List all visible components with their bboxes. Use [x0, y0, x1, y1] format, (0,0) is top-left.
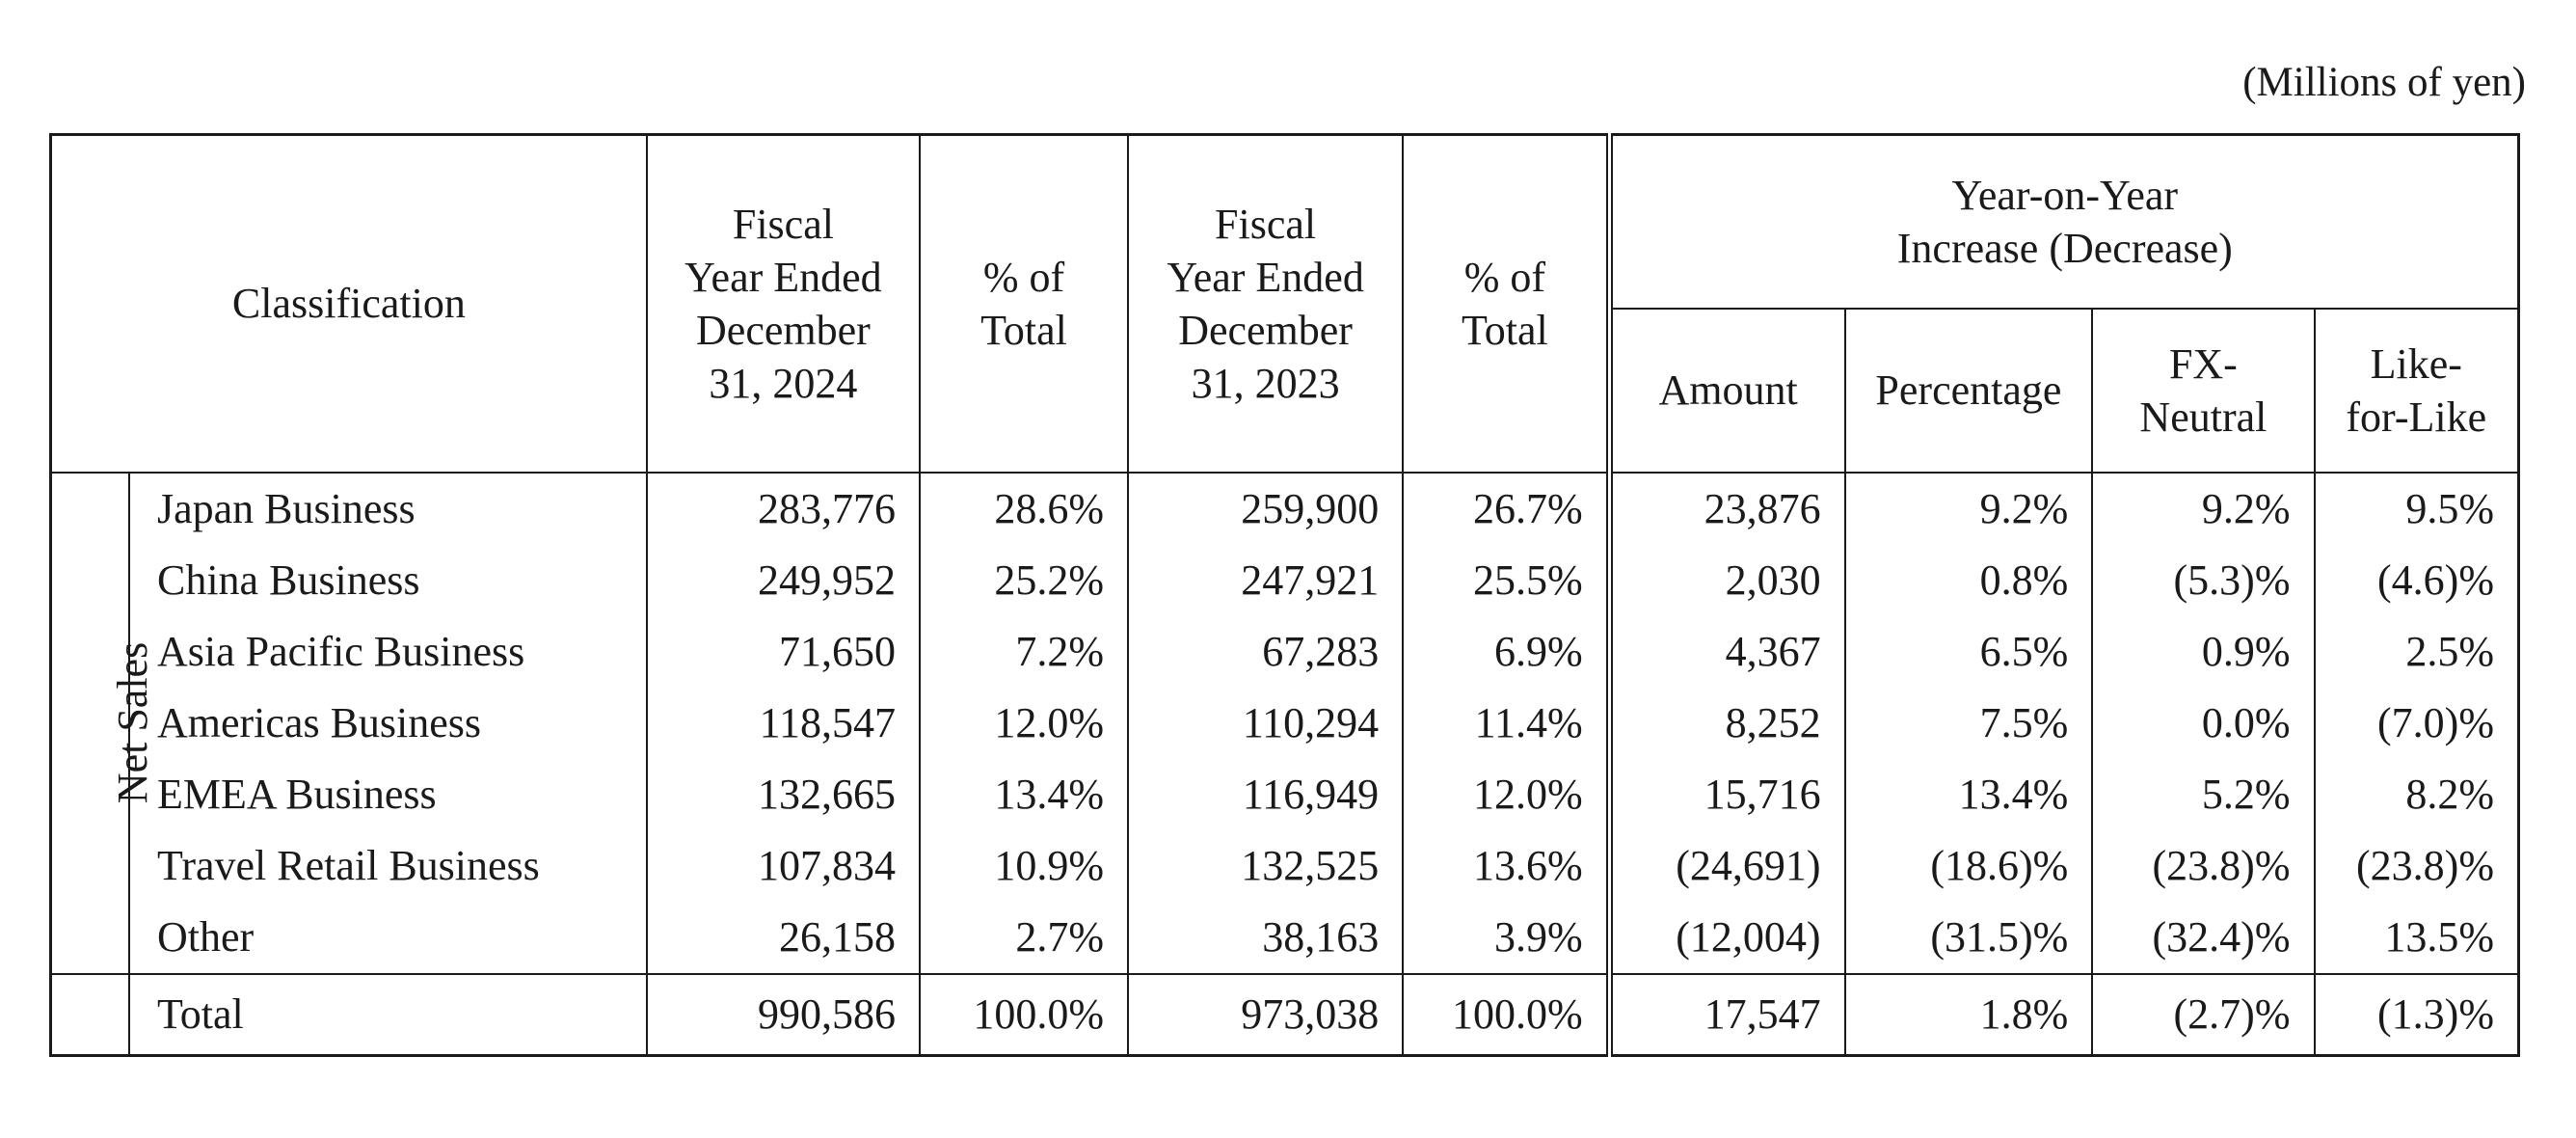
net-sales-table: Classification Fiscal Year Ended Decembe…: [49, 133, 2520, 1057]
header-fy2023: Fiscal Year Ended December 31, 2023: [1126, 133, 1405, 474]
cell-fx-neutral: (23.8)%: [2092, 829, 2316, 902]
row-label: EMEA Business: [128, 758, 648, 830]
table-row: Travel Retail Business 107,834 10.9% 132…: [51, 829, 2519, 902]
header-percentage: Percentage: [1843, 307, 2094, 474]
total-fx-neutral: (2.7)%: [2092, 972, 2316, 1055]
total-fy2024: 990,586: [646, 972, 922, 1055]
cell-like-for-like: (7.0)%: [2377, 699, 2494, 746]
total-amount: 17,547: [1609, 972, 1846, 1055]
cell-fy2023: 116,949: [1127, 758, 1405, 830]
cell-pct2024: 10.9%: [920, 829, 1129, 902]
cell-pct2024: 25.2%: [920, 544, 1129, 616]
header-fx-neutral: FX- Neutral: [2091, 307, 2316, 474]
row-label: Travel Retail Business: [128, 829, 648, 902]
net-sales-side-label: Net Sales: [50, 471, 156, 974]
row-label: Asia Pacific Business: [128, 615, 648, 688]
table-row: Asia Pacific Business 71,650 7.2% 67,283…: [51, 615, 2519, 688]
cell-amount: 2,030: [1609, 544, 1846, 616]
total-label: Total: [128, 972, 648, 1055]
total-pct2024: 100.0%: [920, 972, 1129, 1055]
header-classification: Classification: [49, 133, 648, 474]
cell-fx-neutral: 0.9%: [2092, 615, 2316, 688]
cell-amount: (24,691): [1609, 829, 1846, 902]
cell-pct2023: 26.7%: [1403, 471, 1613, 545]
cell-pct2023: 12.0%: [1403, 758, 1613, 830]
cell-fy2024: 71,650: [646, 615, 922, 688]
cell-fy2024: 26,158: [646, 901, 922, 974]
table-row: Other 26,158 2.7% 38,163 3.9% (12,004) (…: [51, 901, 2519, 974]
cell-amount: 15,716: [1609, 758, 1846, 830]
cell-like-for-like: (4.6)%: [2377, 556, 2494, 604]
cell-percentage: (31.5)%: [1844, 901, 2094, 974]
header-yoy: Year-on-Year Increase (Decrease): [1608, 133, 2520, 310]
row-label: Other: [128, 901, 648, 974]
cell-fy2024: 132,665: [646, 758, 922, 830]
cell-fx-neutral: 9.2%: [2092, 471, 2316, 545]
header-pct-total-2023: % of Total: [1402, 133, 1613, 474]
cell-fy2023: 132,525: [1127, 829, 1405, 902]
cell-pct2023: 3.9%: [1403, 901, 1613, 974]
cell-fy2024: 118,547: [646, 687, 922, 759]
cell-fy2023: 38,163: [1127, 901, 1405, 974]
cell-fx-neutral: 5.2%: [2092, 758, 2316, 830]
cell-percentage: 0.8%: [1844, 544, 2094, 616]
cell-fy2024: 283,776: [646, 471, 922, 545]
cell-fx-neutral: (5.3)%: [2092, 544, 2316, 616]
row-label: China Business: [128, 544, 648, 616]
cell-pct2024: 7.2%: [920, 615, 1129, 688]
row-label: Americas Business: [128, 687, 648, 759]
cell-amount: (12,004): [1609, 901, 1846, 974]
total-percentage: 1.8%: [1844, 972, 2094, 1055]
table-row: EMEA Business 132,665 13.4% 116,949 12.0…: [51, 758, 2519, 830]
cell-amount: 23,876: [1609, 471, 1846, 545]
cell-amount: 8,252: [1609, 687, 1846, 759]
cell-percentage: (18.6)%: [1844, 829, 2094, 902]
cell-pct2023: 11.4%: [1403, 687, 1613, 759]
table-row: Net Sales Japan Business 283,776 28.6% 2…: [50, 471, 2519, 974]
unit-note: (Millions of yen): [2242, 60, 2526, 105]
cell-fy2023: 67,283: [1127, 615, 1405, 688]
total-fy2023: 973,038: [1127, 972, 1405, 1055]
header-fy2024: Fiscal Year Ended December 31, 2024: [645, 133, 922, 474]
cell-like-for-like: 9.5%: [2314, 471, 2519, 545]
table-row: Americas Business 118,547 12.0% 110,294 …: [51, 687, 2519, 759]
cell-pct2024: 28.6%: [920, 471, 1129, 545]
total-pct2023: 100.0%: [1403, 972, 1613, 1055]
cell-like-for-like: 13.5%: [2384, 913, 2494, 961]
header-like-for-like: Like- for-Like: [2313, 307, 2520, 474]
cell-fy2023: 247,921: [1127, 544, 1405, 616]
cell-pct2024: 12.0%: [920, 687, 1129, 759]
total-side-blank: [50, 972, 130, 1055]
cell-like-for-like: (23.8)%: [2356, 842, 2494, 889]
cell-amount: 4,367: [1609, 615, 1846, 688]
cell-pct2023: 6.9%: [1403, 615, 1613, 688]
cell-pct2024: 2.7%: [920, 901, 1129, 974]
cell-fy2024: 249,952: [646, 544, 922, 616]
cell-fy2023: 110,294: [1127, 687, 1405, 759]
table-row: China Business 249,952 25.2% 247,921 25.…: [51, 544, 2519, 616]
cell-fx-neutral: 0.0%: [2092, 687, 2316, 759]
cell-fy2023: 259,900: [1127, 471, 1405, 545]
cell-pct2023: 25.5%: [1403, 544, 1613, 616]
header-amount: Amount: [1608, 307, 1846, 474]
cell-percentage: 6.5%: [1844, 615, 2094, 688]
cell-percentage: 13.4%: [1844, 758, 2094, 830]
row-label: Japan Business: [128, 471, 648, 545]
total-like-for-like: (1.3)%: [2314, 972, 2519, 1055]
cell-like-for-like: 8.2%: [2405, 771, 2494, 818]
cell-pct2023: 13.6%: [1403, 829, 1613, 902]
cell-fy2024: 107,834: [646, 829, 922, 902]
cell-fx-neutral: (32.4)%: [2092, 901, 2316, 974]
cell-percentage: 7.5%: [1844, 687, 2094, 759]
cell-pct2024: 13.4%: [920, 758, 1129, 830]
header-pct-total-2024: % of Total: [919, 133, 1129, 474]
cell-percentage: 9.2%: [1844, 471, 2094, 545]
cell-like-for-like: 2.5%: [2405, 628, 2494, 675]
total-row: Total 990,586 100.0% 973,038 100.0% 17,5…: [50, 972, 2519, 1055]
